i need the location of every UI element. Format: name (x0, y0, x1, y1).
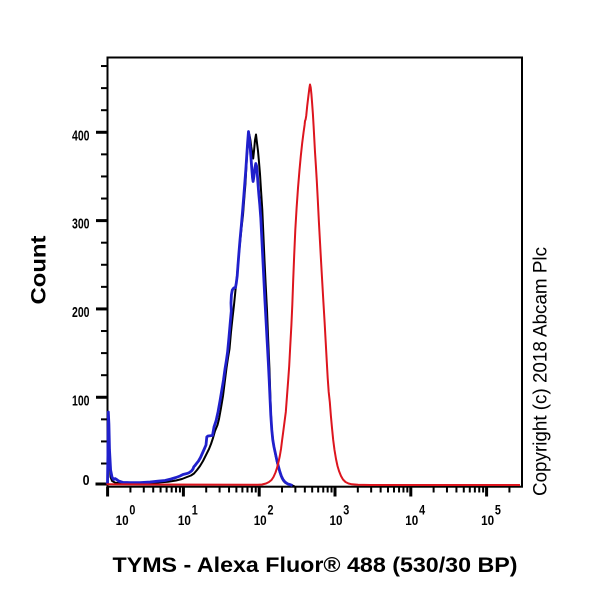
svg-text:10: 10 (116, 512, 129, 528)
svg-text:5: 5 (495, 502, 501, 518)
svg-text:Copyright (c) 2018 Abcam Plc: Copyright (c) 2018 Abcam Plc (530, 247, 551, 496)
svg-text:10: 10 (481, 512, 494, 528)
svg-text:2: 2 (268, 502, 274, 518)
svg-text:1: 1 (192, 502, 198, 518)
svg-text:200: 200 (72, 304, 90, 321)
svg-text:10: 10 (254, 512, 267, 528)
svg-text:400: 400 (72, 127, 90, 144)
svg-text:TYMS - Alexa Fluor® 488 (530/3: TYMS - Alexa Fluor® 488 (530/30 BP) (113, 553, 518, 577)
svg-text:10: 10 (405, 512, 418, 528)
svg-text:Count: Count (28, 236, 51, 305)
svg-text:0: 0 (83, 472, 90, 489)
svg-text:10: 10 (330, 512, 343, 528)
svg-text:3: 3 (343, 502, 349, 518)
svg-text:10: 10 (178, 512, 191, 528)
svg-text:100: 100 (72, 392, 90, 409)
svg-text:0: 0 (129, 502, 135, 518)
svg-text:300: 300 (72, 216, 90, 233)
svg-text:4: 4 (419, 502, 425, 518)
